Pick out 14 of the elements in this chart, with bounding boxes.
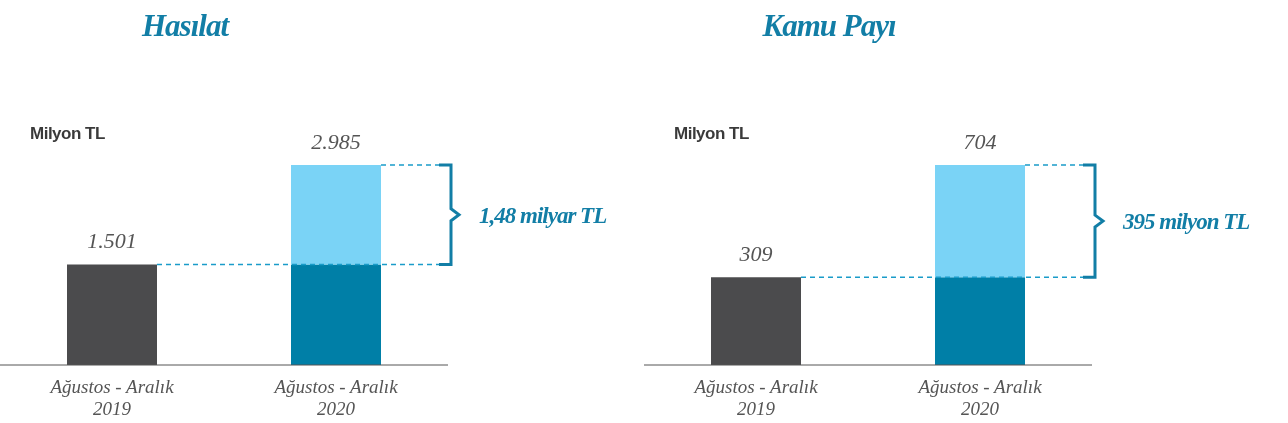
annotation: 309 xyxy=(738,241,773,267)
annotation: 704 xyxy=(963,129,997,154)
annotation: 1.501 xyxy=(87,228,137,254)
x-tick-label: Ağustos - Aralık 2019 xyxy=(692,376,819,419)
x-tick-label: Ağustos - Aralık 2020 xyxy=(916,376,1043,419)
text: 1,48 milyar TL xyxy=(479,202,608,228)
y-axis-title: Milyon TL xyxy=(30,124,105,144)
x-tick-label: Ağustos - Aralık 2020 xyxy=(272,376,399,419)
y-axis-title: Milyon TL xyxy=(674,124,749,144)
annotation: 2.985 xyxy=(311,129,361,154)
x-tick-label: Ağustos - Aralık 2019 xyxy=(48,376,175,419)
text: 395 milyon TL xyxy=(1122,209,1251,235)
chart-title: Kamu Payı xyxy=(761,8,897,44)
chart-title: Hasılat xyxy=(141,8,231,44)
